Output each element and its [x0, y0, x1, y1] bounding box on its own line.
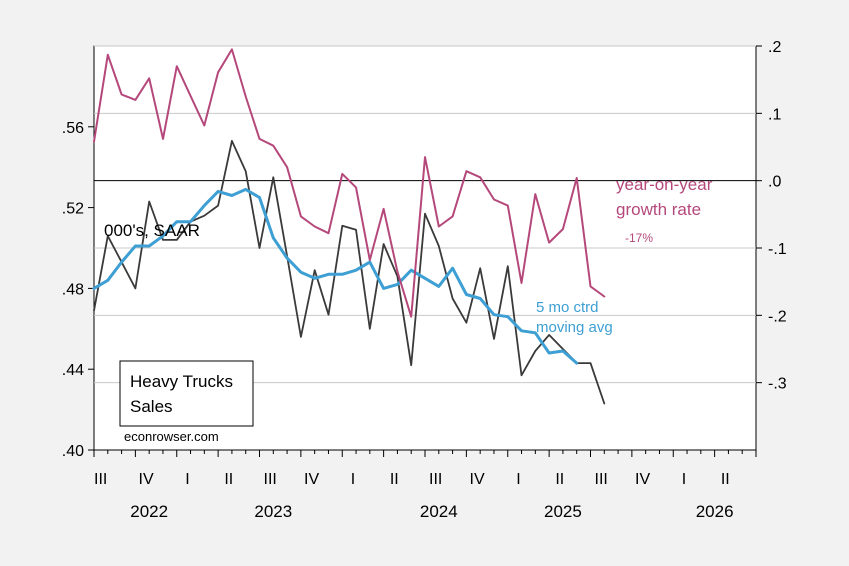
ma-label-line2: moving avg	[536, 319, 613, 336]
quarter-label: III	[94, 471, 107, 488]
quarter-label: III	[595, 471, 608, 488]
quarter-label: II	[555, 471, 564, 488]
ma-label-line1: 5 mo ctrd	[536, 299, 599, 316]
quarter-label: IV	[470, 471, 485, 488]
year-label: 2024	[420, 502, 458, 521]
yoy-last-value-label: -17%	[625, 231, 653, 245]
right-axis-tick-label: -.1	[768, 241, 787, 258]
right-axis-tick-label: .1	[768, 106, 781, 123]
left-axis-tick-label: .44	[62, 362, 84, 379]
quarter-label: II	[224, 471, 233, 488]
quarter-label: I	[185, 471, 189, 488]
quarter-label: I	[682, 471, 686, 488]
quarter-label: IV	[304, 471, 319, 488]
quarter-label: III	[264, 471, 277, 488]
series-line-0	[93, 139, 606, 405]
series-layer	[92, 48, 606, 405]
quarter-label: II	[390, 471, 399, 488]
units-label: 000's, SAAR	[104, 221, 200, 240]
right-axis-tick-label: .2	[768, 39, 781, 56]
year-label: 2026	[696, 502, 734, 521]
left-axis-tick-label: .52	[62, 201, 84, 218]
right-axis-tick-label: -.2	[768, 308, 787, 325]
left-axis-tick-label: .56	[62, 120, 84, 137]
legend-box	[119, 360, 254, 427]
right-axis-tick-label: .0	[768, 174, 781, 191]
quarter-label: I	[516, 471, 520, 488]
quarter-label: I	[351, 471, 355, 488]
year-label: 2022	[130, 502, 168, 521]
quarter-label: IV	[635, 471, 650, 488]
right-axis-tick-label: -.3	[768, 376, 787, 393]
legend-line2: Sales	[130, 397, 173, 416]
yoy-label-line2: growth rate	[616, 200, 701, 219]
quarter-label: IV	[139, 471, 154, 488]
yoy-label-line1: year-on-year	[616, 175, 713, 194]
legend-line1: Heavy Trucks	[130, 372, 233, 391]
quarter-label: II	[721, 471, 730, 488]
year-label: 2025	[544, 502, 582, 521]
credit-label: econrowser.com	[124, 429, 219, 444]
year-label: 2023	[254, 502, 292, 521]
quarter-label: III	[429, 471, 442, 488]
left-axis-tick-label: .48	[62, 281, 84, 298]
series-line-1	[92, 187, 579, 365]
grid-layer	[94, 45, 756, 384]
left-axis-tick-label: .40	[62, 443, 84, 460]
series-line-2	[93, 48, 606, 318]
